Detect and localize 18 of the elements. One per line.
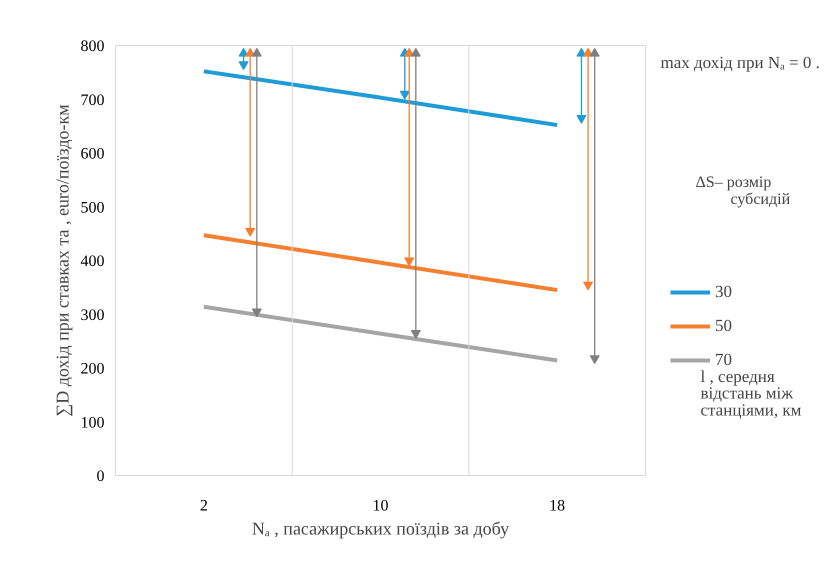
x-tick-label: 18 [549,498,566,514]
y-tick-label: 600 [80,146,104,162]
x-tick-label: 2 [200,498,208,514]
text: ΔS– розмір субсидій [696,174,791,208]
y-axis-title: ∑D дохід при ставках та , euro/поїздо-км [52,104,72,417]
y-tick-label: 200 [80,360,104,378]
legend-label: 50 [715,316,733,336]
y-tick-label: 500 [80,199,104,216]
y-tick-label: 800 [80,38,104,55]
y-tick-label: 100 [80,414,104,432]
x-axis-title: Nₐ , пасажирських поїздів за добу [252,518,510,538]
y-tick-label: 0 [96,468,104,485]
legend-label: 30 [715,282,733,302]
y-tick-label: 400 [80,253,104,270]
y-tick-label: 700 [80,92,104,109]
x-tick-label: 10 [372,498,388,514]
text: max дохід при Nₐ = 0 . [660,53,820,72]
y-tick-label: 300 [80,306,104,324]
